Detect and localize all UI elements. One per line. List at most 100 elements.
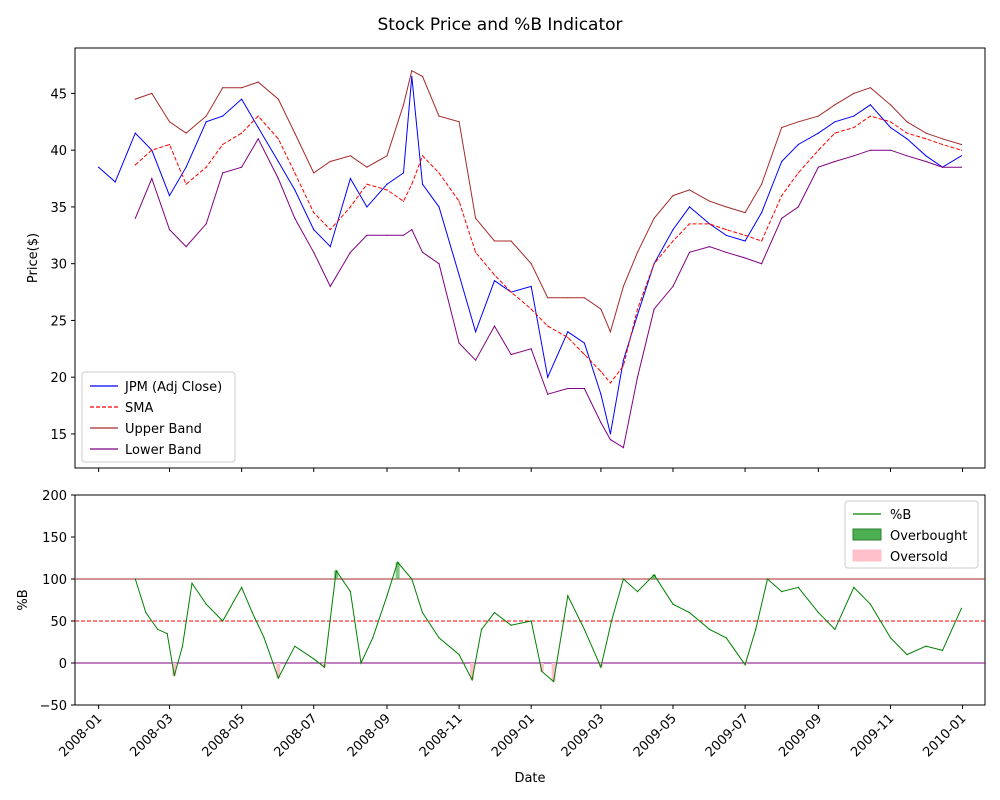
series-0-point-38 (744, 240, 746, 242)
series-b0-point-13 (294, 645, 296, 647)
series-1-point-0 (134, 164, 136, 166)
series-3-point-10 (313, 251, 315, 253)
series-b0-point-8 (222, 620, 224, 622)
series-3-point-13 (366, 234, 368, 236)
series-b0-point-52 (869, 603, 872, 605)
series-3-point-7 (257, 138, 259, 140)
series-1-point-3 (185, 183, 187, 185)
series-3-point-19 (458, 342, 460, 344)
series-3-point-5 (222, 172, 224, 174)
series-3-point-15 (402, 234, 405, 236)
series-b0-point-20 (386, 595, 388, 597)
series-3-point-40 (817, 166, 820, 168)
series-2-point-26 (583, 297, 586, 299)
series-b0-point-32 (553, 680, 555, 683)
series-0-point-48 (925, 155, 927, 157)
series-1-point-41 (834, 132, 836, 134)
series-1-point-28 (609, 382, 612, 384)
series-0-point-27 (567, 331, 569, 333)
series-b0-point-54 (906, 654, 908, 656)
series-b0-point-44 (744, 664, 746, 666)
series-3-point-16 (411, 229, 413, 231)
series-line-b0 (134, 561, 962, 683)
price-legend-box (81, 371, 236, 463)
series-0-point-8 (241, 98, 243, 100)
series-1-point-17 (421, 155, 424, 157)
series-b0-point-48 (797, 586, 799, 589)
oversold-region (470, 663, 475, 680)
series-0-point-9 (257, 126, 259, 129)
series-2-point-34 (709, 200, 711, 202)
series-1-point-23 (530, 308, 532, 310)
series-b0-point-11 (263, 637, 265, 639)
legend-swatch-b1 (852, 528, 882, 541)
series-0-point-40 (781, 160, 783, 163)
series-2-point-7 (257, 81, 259, 83)
series-3-point-26 (583, 387, 586, 390)
series-0-point-22 (475, 331, 477, 333)
series-2-point-43 (869, 87, 872, 89)
series-2-point-36 (744, 212, 746, 214)
series-b0-point-5 (181, 645, 184, 647)
series-b0-point-29 (510, 624, 512, 626)
series-2-point-35 (725, 206, 727, 208)
y-tick-label: 35 (50, 201, 67, 216)
series-0-point-19 (421, 183, 424, 185)
series-3-point-30 (636, 376, 639, 378)
series-1-point-44 (889, 121, 892, 123)
series-2-point-33 (688, 189, 691, 191)
series-b0-point-51 (853, 586, 855, 589)
series-3-point-3 (185, 246, 187, 248)
series-b0-point-53 (889, 637, 892, 639)
series-b0-point-31 (541, 670, 543, 673)
series-0-point-7 (222, 115, 224, 117)
series-2-point-8 (277, 98, 279, 100)
y-tick-label: 0 (59, 657, 67, 672)
series-b0-point-12 (277, 677, 279, 679)
series-2-point-38 (781, 126, 783, 129)
series-0-point-2 (134, 132, 136, 134)
series-1-point-39 (797, 172, 799, 174)
series-2-point-12 (349, 155, 351, 157)
series-2-point-1 (151, 92, 153, 94)
series-3-point-23 (530, 348, 532, 350)
legend-label-b1: Overbought (890, 529, 967, 544)
legend-label-3: Lower Band (125, 443, 201, 458)
series-0-point-46 (889, 126, 892, 129)
series-1-point-33 (688, 223, 691, 225)
series-1-point-15 (402, 200, 405, 202)
series-b0-point-38 (636, 591, 639, 593)
series-2-point-42 (853, 92, 855, 94)
series-b0-point-6 (191, 582, 193, 584)
series-3-point-2 (168, 229, 171, 231)
series-1-point-43 (869, 115, 872, 117)
series-b0-point-43 (725, 637, 727, 639)
series-b0-point-3 (166, 633, 168, 635)
series-0-point-17 (402, 172, 405, 174)
series-0-point-18 (411, 75, 413, 77)
percent-b-y-axis-label: %B (16, 589, 31, 610)
series-1-point-40 (817, 149, 820, 151)
price-panel: 15 20 25 30 35 40 45 Price($) JPM (Adj Close) SMA… (26, 47, 986, 472)
series-2-point-3 (185, 132, 187, 134)
series-1-point-35 (725, 229, 727, 231)
series-3-point-33 (688, 251, 691, 253)
series-0-point-28 (583, 342, 586, 344)
series-0-point-39 (761, 212, 763, 214)
series-b0-point-27 (480, 628, 483, 631)
series-b0-point-16 (335, 570, 337, 572)
series-b0-point-30 (530, 620, 532, 622)
series-1-point-4 (205, 166, 207, 168)
y-tick-label: 40 (50, 144, 67, 159)
series-3-point-47 (941, 166, 944, 168)
series-2-point-31 (653, 217, 655, 219)
series-2-point-9 (294, 132, 296, 134)
series-1-point-45 (906, 132, 908, 134)
series-b0-point-39 (653, 574, 655, 576)
oversold-region (551, 663, 556, 682)
series-3-point-9 (294, 217, 296, 219)
series-2-point-39 (797, 121, 799, 123)
series-0-point-37 (725, 234, 727, 236)
series-b0-point-19 (372, 637, 374, 639)
overbought-region (652, 574, 657, 579)
